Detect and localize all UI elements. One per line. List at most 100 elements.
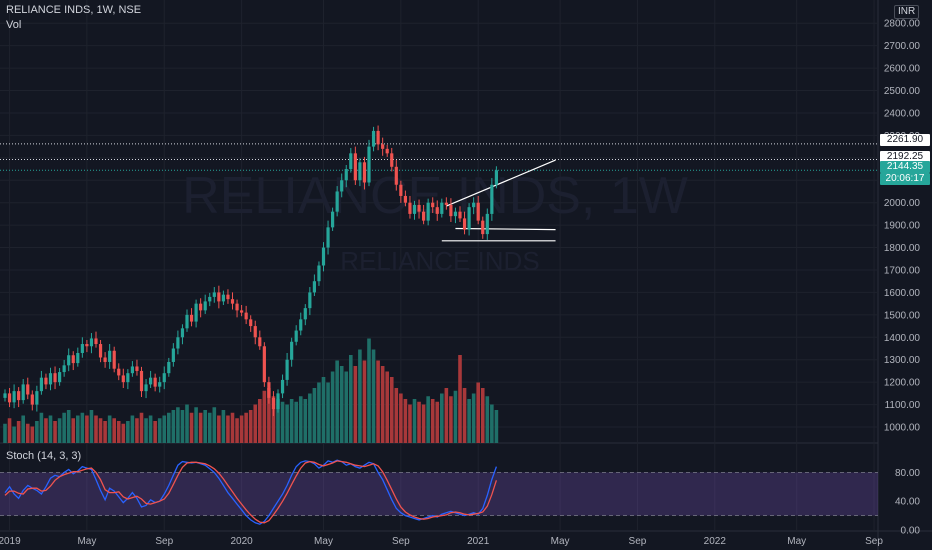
price-tick-label: 1300.00	[884, 355, 921, 366]
candle-body	[203, 301, 207, 311]
candle-body	[94, 338, 98, 345]
volume-bar	[48, 415, 53, 443]
volume-bar	[271, 396, 276, 443]
price-tick-label: 1000.00	[884, 423, 921, 434]
volume-bar	[76, 415, 80, 443]
volume-bar	[226, 415, 230, 443]
candle-body	[290, 341, 294, 360]
candle-body	[221, 294, 225, 302]
volume-bar	[358, 349, 362, 443]
stoch-legend[interactable]: Stoch (14, 3, 3)	[6, 450, 82, 462]
volume-bar	[394, 388, 399, 443]
volume-bar	[80, 412, 85, 443]
candle-body	[358, 162, 362, 181]
candle-body	[253, 326, 257, 338]
volume-bar	[35, 421, 39, 443]
volume-bar	[312, 388, 317, 443]
currency-badge[interactable]: INR	[894, 5, 920, 19]
candle-body	[135, 366, 139, 371]
candle-body	[240, 310, 244, 313]
volume-bar	[44, 418, 48, 443]
trendline	[455, 227, 556, 231]
volume-bar	[12, 426, 16, 443]
candle-body	[485, 213, 489, 235]
volume-bar	[458, 355, 462, 443]
time-tick-label: May	[551, 536, 570, 547]
volume-bar	[371, 349, 376, 443]
candle-body	[35, 391, 39, 405]
price-tick-label: 2400.00	[884, 108, 921, 119]
volume-bar	[112, 418, 116, 443]
candle-body	[12, 391, 16, 403]
candle-body	[67, 355, 71, 366]
volume-bar	[408, 404, 412, 443]
volume-legend[interactable]: Vol	[6, 19, 22, 31]
time-axis[interactable]: 2019 May Sep 2020 May Sep 2021 May Sep 2022 May Sep	[0, 536, 883, 547]
time-tick-label: May	[77, 536, 96, 547]
candle-body	[308, 292, 312, 309]
candle-body	[258, 337, 262, 347]
trendlines[interactable]	[441, 159, 556, 242]
volume-bar	[135, 418, 139, 443]
candle-body	[244, 312, 248, 320]
volume-bar	[7, 418, 12, 443]
candle-body	[312, 281, 316, 293]
time-tick-label: Sep	[629, 536, 647, 547]
volume-bar	[330, 371, 335, 443]
candle-body	[371, 130, 376, 147]
symbol-header[interactable]: RELIANCE INDS, 1W, NSE	[6, 4, 142, 16]
candle-body	[39, 377, 43, 392]
candle-body	[53, 373, 57, 383]
volume-bar	[253, 404, 258, 443]
candle-body	[126, 373, 130, 383]
volume-bar	[139, 412, 144, 443]
candle-body	[117, 368, 121, 376]
volume-bar	[267, 388, 271, 443]
candle-body	[167, 361, 171, 374]
candle-body	[449, 204, 453, 217]
candle-body	[17, 391, 21, 401]
volume-bar	[121, 423, 126, 443]
candle-body	[381, 144, 385, 149]
time-tick-label: May	[787, 536, 806, 547]
candle-body	[58, 372, 62, 383]
candle-body	[226, 294, 230, 300]
trendline	[446, 159, 556, 207]
candle-body	[7, 393, 12, 403]
price-tick-label: 1700.00	[884, 265, 921, 276]
candle-body	[217, 292, 221, 302]
stoch-tick-label: 0.00	[901, 526, 921, 537]
volume-bar	[248, 410, 253, 443]
stoch-band	[0, 472, 878, 516]
volume-bar	[203, 410, 207, 443]
volume-bar	[30, 426, 35, 443]
volume-bar	[494, 410, 499, 443]
candle-body	[422, 211, 426, 221]
volume-bar	[276, 399, 280, 443]
candle-body	[476, 202, 480, 221]
candle-body	[285, 359, 289, 380]
candle-body	[180, 328, 185, 338]
candle-body	[472, 202, 476, 208]
candle-body	[280, 379, 285, 394]
candle-body	[112, 350, 116, 369]
candle-body	[321, 247, 326, 266]
time-tick-label: Sep	[392, 536, 410, 547]
volume-bar	[39, 412, 44, 443]
candle-body	[103, 357, 107, 362]
candle-body	[426, 202, 430, 221]
candle-body	[326, 227, 330, 248]
candle-body	[30, 394, 34, 405]
candle-body	[335, 191, 339, 212]
price-tick-label: 2000.00	[884, 198, 921, 209]
candle-body	[362, 162, 367, 183]
volume-bar	[194, 407, 198, 443]
volume-bar	[321, 377, 326, 443]
price-tick-label: 1800.00	[884, 243, 921, 254]
price-tick-label: 1400.00	[884, 333, 921, 344]
horizontal-levels	[0, 143, 878, 171]
volume-bar	[476, 382, 480, 443]
time-tick-label: Sep	[155, 536, 173, 547]
volume-bar	[298, 396, 303, 443]
